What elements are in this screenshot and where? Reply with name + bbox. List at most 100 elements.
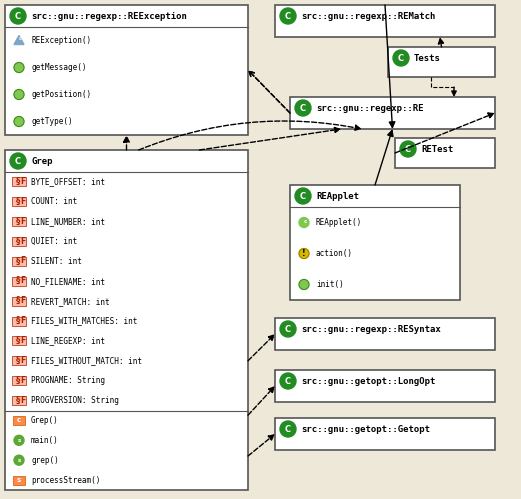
Text: src::gnu::regexp::REException: src::gnu::regexp::REException — [31, 11, 187, 20]
Text: QUIET: int: QUIET: int — [31, 237, 77, 246]
Text: C: C — [285, 11, 291, 20]
Text: c: c — [303, 219, 307, 224]
Text: src::gnu::regexp::RESyntax: src::gnu::regexp::RESyntax — [301, 324, 441, 333]
Bar — [12, 237, 26, 246]
Text: §: § — [16, 316, 20, 325]
Circle shape — [299, 218, 309, 228]
Bar — [13, 416, 25, 425]
Bar — [12, 297, 26, 306]
Text: §: § — [16, 296, 20, 305]
Bar — [388, 47, 495, 77]
Text: REApplet(): REApplet() — [316, 218, 362, 227]
Text: FILES_WITH_MATCHES: int: FILES_WITH_MATCHES: int — [31, 316, 138, 325]
Circle shape — [14, 89, 24, 99]
Text: F: F — [20, 336, 25, 345]
Text: §: § — [16, 237, 20, 246]
Text: Tests: Tests — [414, 53, 441, 62]
Text: LINE_NUMBER: int: LINE_NUMBER: int — [31, 217, 105, 226]
Text: C: C — [15, 157, 21, 166]
Text: F: F — [20, 296, 25, 305]
Bar — [12, 336, 26, 345]
Text: s: s — [17, 438, 21, 443]
Text: processStream(): processStream() — [31, 476, 101, 485]
Text: action(): action() — [316, 249, 353, 258]
Text: §: § — [16, 356, 20, 365]
Bar — [12, 376, 26, 385]
Text: REException(): REException() — [31, 36, 91, 45]
Text: C: C — [300, 192, 306, 201]
Circle shape — [14, 435, 24, 445]
Text: getPosition(): getPosition() — [31, 90, 91, 99]
Text: C: C — [300, 103, 306, 112]
Text: s: s — [17, 458, 21, 463]
Text: BYTE_OFFSET: int: BYTE_OFFSET: int — [31, 178, 105, 187]
Text: §: § — [16, 177, 20, 186]
Bar — [12, 316, 26, 325]
Bar — [275, 5, 495, 37]
Text: §: § — [16, 276, 20, 285]
Text: main(): main() — [31, 436, 59, 445]
Text: F: F — [20, 177, 25, 186]
Text: C: C — [285, 425, 291, 434]
Text: F: F — [20, 217, 25, 226]
Circle shape — [295, 188, 311, 204]
Text: F: F — [20, 396, 25, 405]
Text: F: F — [20, 256, 25, 265]
Text: FILES_WITHOUT_MATCH: int: FILES_WITHOUT_MATCH: int — [31, 356, 142, 365]
Text: src::gnu::getopt::LongOpt: src::gnu::getopt::LongOpt — [301, 377, 436, 386]
Text: §: § — [16, 336, 20, 345]
Text: PROGNAME: String: PROGNAME: String — [31, 376, 105, 385]
Bar — [13, 476, 25, 485]
Text: SILENT: int: SILENT: int — [31, 257, 82, 266]
Text: F: F — [20, 197, 25, 206]
Bar — [5, 150, 248, 490]
Bar — [12, 178, 26, 187]
Circle shape — [10, 8, 26, 24]
Circle shape — [393, 50, 409, 66]
Bar — [12, 396, 26, 405]
Text: C: C — [285, 377, 291, 386]
Text: src::gnu::getopt::Getopt: src::gnu::getopt::Getopt — [301, 425, 430, 434]
Circle shape — [299, 279, 309, 289]
Circle shape — [14, 62, 24, 72]
Text: RETest: RETest — [421, 145, 453, 154]
Text: grep(): grep() — [31, 456, 59, 465]
Text: §: § — [16, 217, 20, 226]
Bar — [12, 356, 26, 365]
Polygon shape — [14, 35, 24, 44]
Bar — [12, 257, 26, 266]
Bar — [395, 138, 495, 168]
Text: F: F — [20, 276, 25, 285]
Text: LINE_REGEXP: int: LINE_REGEXP: int — [31, 336, 105, 345]
Text: src::gnu::regexp::REMatch: src::gnu::regexp::REMatch — [301, 11, 436, 20]
Text: COUNT: int: COUNT: int — [31, 197, 77, 206]
Text: !: ! — [302, 249, 306, 258]
Bar — [12, 197, 26, 206]
Text: §: § — [16, 197, 20, 206]
Bar — [275, 370, 495, 402]
Text: getMessage(): getMessage() — [31, 63, 86, 72]
Circle shape — [14, 455, 24, 465]
Bar — [290, 185, 460, 300]
Text: PROGVERSION: String: PROGVERSION: String — [31, 396, 119, 405]
Text: §: § — [16, 396, 20, 405]
Circle shape — [400, 141, 416, 157]
Text: NO_FILENAME: int: NO_FILENAME: int — [31, 277, 105, 286]
Circle shape — [10, 153, 26, 169]
Bar — [12, 277, 26, 286]
Text: §: § — [16, 256, 20, 265]
Text: F: F — [20, 237, 25, 246]
Text: REVERT_MATCH: int: REVERT_MATCH: int — [31, 297, 109, 306]
Text: Grep(): Grep() — [31, 416, 59, 425]
Text: src::gnu::regexp::RE: src::gnu::regexp::RE — [316, 103, 424, 112]
Text: C: C — [398, 53, 404, 62]
Circle shape — [280, 373, 296, 389]
Text: §: § — [16, 376, 20, 385]
Circle shape — [280, 8, 296, 24]
Circle shape — [14, 116, 24, 127]
Text: Grep: Grep — [31, 157, 53, 166]
Text: F: F — [20, 316, 25, 325]
Text: F: F — [20, 356, 25, 365]
Text: C: C — [405, 145, 411, 154]
Bar — [275, 418, 495, 450]
